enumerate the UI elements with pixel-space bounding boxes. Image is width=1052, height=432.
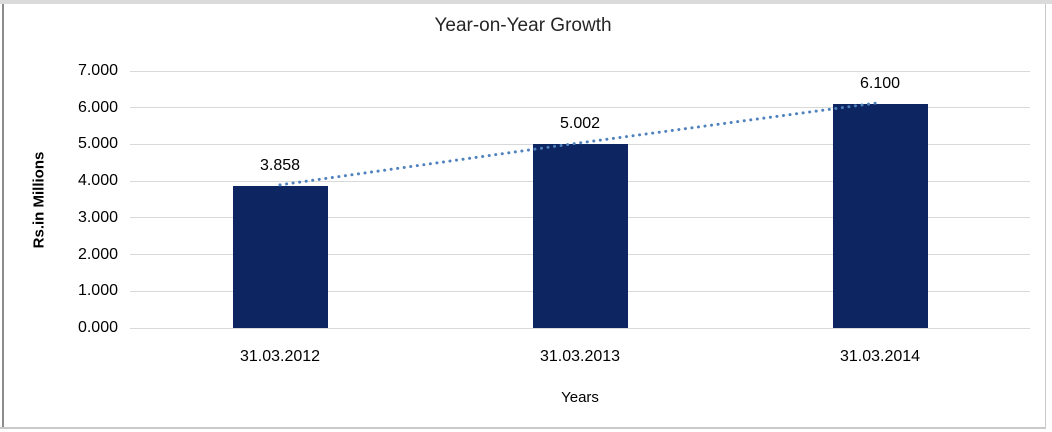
data-label: 3.858: [259, 157, 301, 175]
x-axis-title: Years: [561, 389, 599, 406]
y-axis-tick-label: 5.000: [77, 135, 118, 153]
frame-border-right: [1045, 4, 1046, 428]
x-axis-tick-label: 31.03.2014: [839, 348, 921, 365]
y-axis-tick-label: 2.000: [77, 245, 118, 263]
y-axis-tick-label: 4.000: [77, 172, 118, 190]
data-label: 5.002: [559, 115, 601, 133]
y-axis-tick-label: 6.000: [77, 98, 118, 116]
y-axis-title: Rs.in Millions: [30, 151, 48, 249]
data-label: 6.100: [859, 75, 901, 93]
bar-31.03.2012[interactable]: [232, 186, 328, 328]
frame-border-left: [2, 4, 4, 428]
frame-border-bottom: [0, 427, 1046, 429]
chart-title: Year-on-Year Growth: [434, 15, 612, 36]
y-gridline: [130, 70, 1030, 72]
y-axis-tick-label: 7.000: [77, 62, 118, 79]
y-gridline: [130, 327, 1030, 329]
y-axis-tick-label: 0.000: [77, 319, 118, 336]
y-axis-tick-label: 1.000: [77, 282, 118, 300]
y-axis-tick-label: 3.000: [77, 208, 118, 226]
bar-31.03.2014[interactable]: [832, 104, 928, 328]
x-axis-tick-label: 31.03.2013: [539, 348, 621, 365]
bar-31.03.2013[interactable]: [532, 144, 628, 328]
x-axis-tick-label: 31.03.2012: [239, 348, 321, 365]
frame-border-top: [0, 0, 1052, 4]
